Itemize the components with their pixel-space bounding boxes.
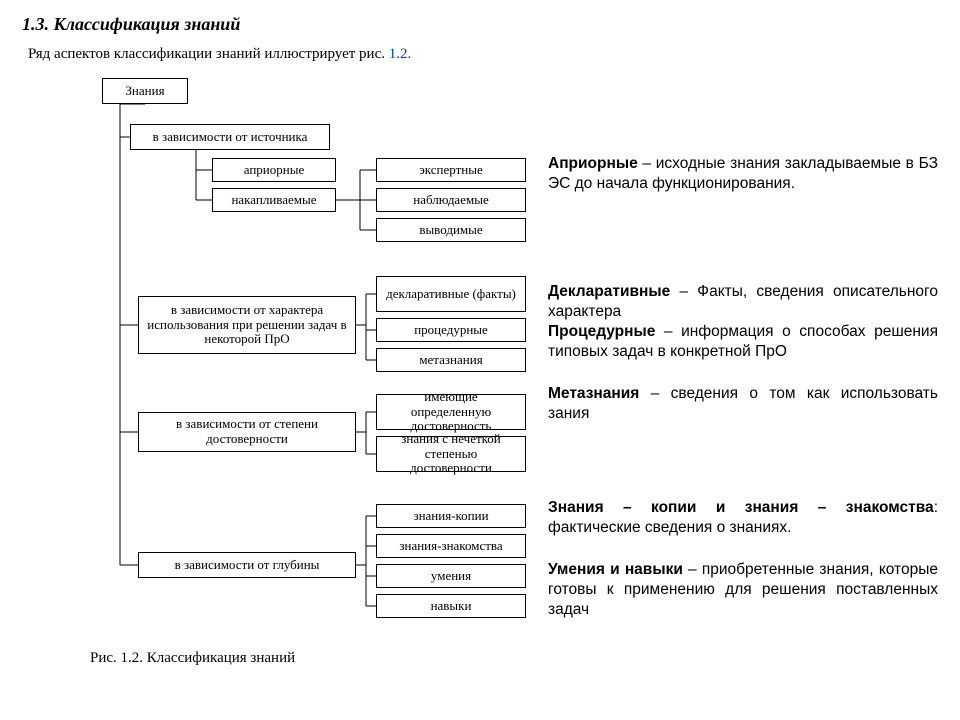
node-category-2: в зависимости от характера использования… xyxy=(138,296,356,354)
node-leaf-reliab-2: знания с нечеткой степенью достоверности xyxy=(376,436,526,472)
node-leaf-usage-2: процедурные xyxy=(376,318,526,342)
node-leaf-usage-1: декларативные (факты) xyxy=(376,276,526,312)
definition-6: Умения и навыки – приобретенные знания, … xyxy=(548,560,938,619)
definition-3: Процедурные – информация о способах реше… xyxy=(548,322,938,362)
node-leaf-depth-1: знания-копии xyxy=(376,504,526,528)
node-leaf-expert-2: наблюдаемые xyxy=(376,188,526,212)
node-leaf-expert-3: выводимые xyxy=(376,218,526,242)
intro-prefix: Ряд аспектов классификации знаний иллюст… xyxy=(28,46,389,62)
node-category-1: в зависимости от источника xyxy=(130,124,330,150)
node-leaf-reliab-1: имеющие определенную достоверность xyxy=(376,394,526,430)
definition-2: Декларативные – Факты, сведения описател… xyxy=(548,282,938,322)
definition-4: Метазнания – сведения о том как использо… xyxy=(548,384,938,424)
definition-1: Априорные – исходные знания закладываемы… xyxy=(548,154,938,194)
node-category-3: в зависимости от степени достоверности xyxy=(138,412,356,452)
node-leaf-depth-4: навыки xyxy=(376,594,526,618)
node-leaf-depth-2: знания-знакомства xyxy=(376,534,526,558)
definition-5: Знания – копии и знания – знакомства: фа… xyxy=(548,498,938,538)
node-sub1-1: априорные xyxy=(212,158,336,182)
node-leaf-expert-1: экспертные xyxy=(376,158,526,182)
node-leaf-usage-3: метазнания xyxy=(376,348,526,372)
page: 1.3. Классификация знаний Ряд аспектов к… xyxy=(0,0,960,720)
node-category-4: в зависимости от глубины xyxy=(138,552,356,578)
node-sub1-2: накапливаемые xyxy=(212,188,336,212)
figure-ref: 1.2. xyxy=(389,46,412,62)
figure-caption: Рис. 1.2. Классификация знаний xyxy=(90,650,295,667)
node-leaf-depth-3: умения xyxy=(376,564,526,588)
intro-line: Ряд аспектов классификации знаний иллюст… xyxy=(28,46,411,63)
node-root: Знания xyxy=(102,78,188,104)
section-heading: 1.3. Классификация знаний xyxy=(22,14,240,35)
